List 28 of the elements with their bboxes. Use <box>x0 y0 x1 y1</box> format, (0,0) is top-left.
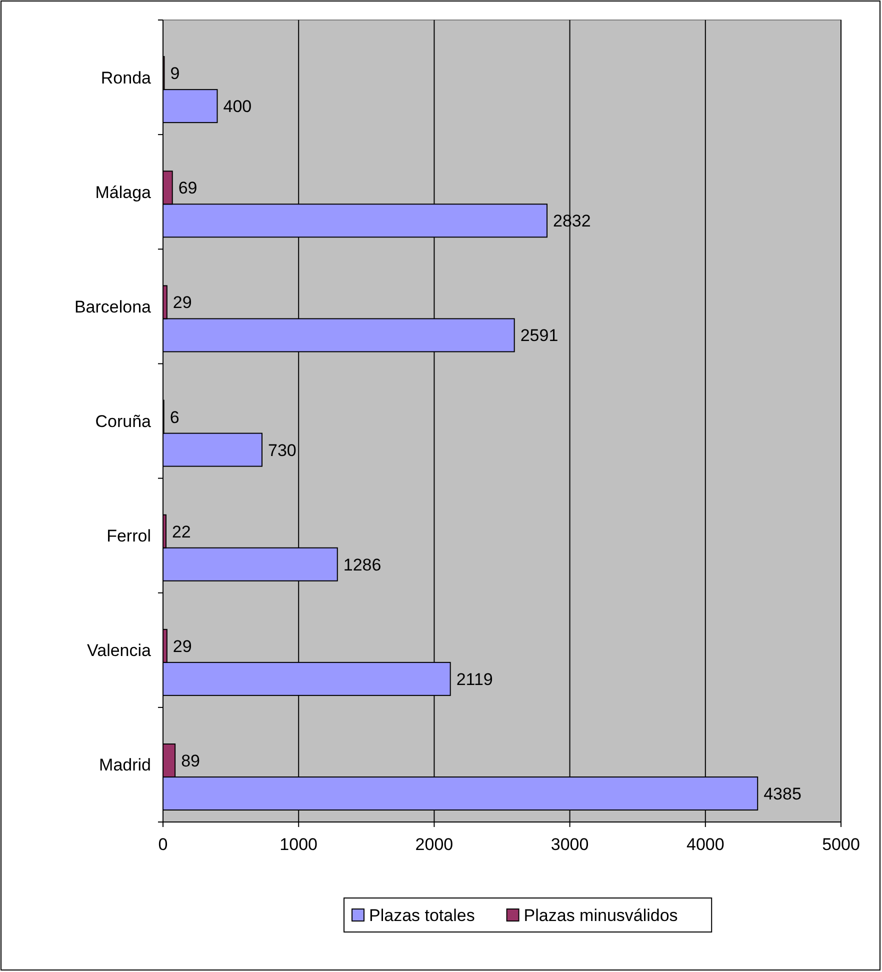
x-tick-label: 3000 <box>550 835 589 854</box>
data-label: 89 <box>181 752 200 770</box>
data-label: 730 <box>268 440 296 460</box>
data-label: 22 <box>172 522 191 542</box>
data-label: 29 <box>172 293 192 312</box>
y-tick-label: Ronda <box>100 68 152 88</box>
y-tick-label: Valencia <box>87 641 152 660</box>
data-label: 1286 <box>343 555 382 574</box>
legend-label: Plazas totales <box>369 906 475 925</box>
y-tick-label: Málaga <box>95 182 152 202</box>
data-label: 2591 <box>520 326 558 346</box>
y-tick-label: Ferrol <box>106 526 151 546</box>
data-label: 29 <box>172 636 192 656</box>
data-label: 400 <box>223 97 252 116</box>
data-label: 9 <box>170 64 180 84</box>
data-label: 2119 <box>456 670 493 689</box>
y-tick-label: Coruña <box>95 412 152 431</box>
legend-label: Plazas minusválidos <box>524 906 678 925</box>
x-tick-label: 2000 <box>415 835 454 854</box>
x-tick-label: 1000 <box>280 835 318 854</box>
y-tick-label: Madrid <box>99 756 151 775</box>
x-tick-label: 4000 <box>686 835 724 854</box>
x-tick-label: 5000 <box>822 835 860 854</box>
data-label: 4385 <box>764 784 802 804</box>
y-tick-label: Barcelona <box>74 297 152 316</box>
data-label: 6 <box>170 408 180 427</box>
x-tick-label: 0 <box>158 835 168 854</box>
data-label: 69 <box>178 178 198 198</box>
